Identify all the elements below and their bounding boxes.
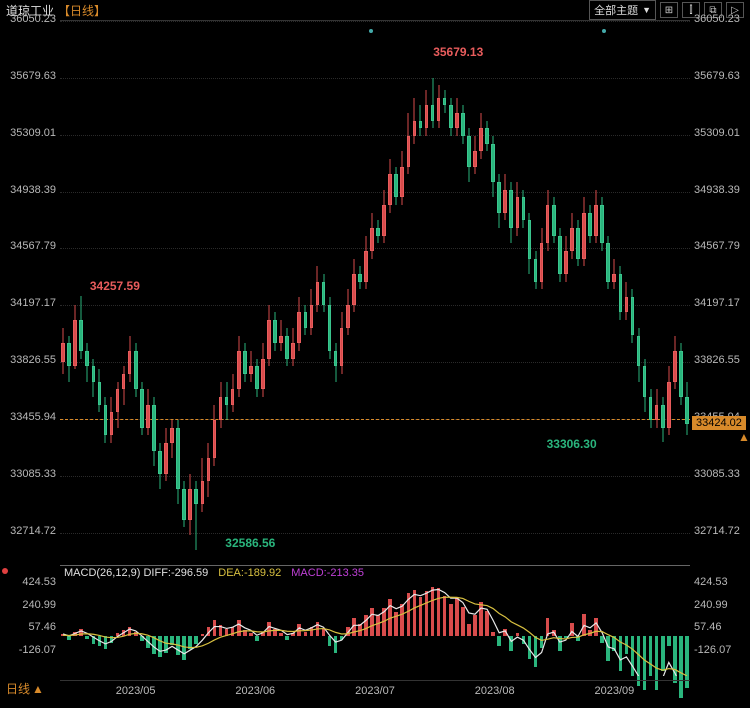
y-axis-right: 36050.2335679.6335309.0134938.3934567.79…	[690, 20, 750, 560]
chevron-down-icon: ▼	[642, 5, 651, 15]
y-tick-right: 36050.23	[694, 13, 740, 25]
y-tick-left: 34567.79	[10, 240, 56, 252]
y-tick-right: 34197.17	[694, 297, 740, 309]
price-annotation: 33306.30	[547, 437, 597, 451]
y-tick-right: 33826.55	[694, 354, 740, 366]
price-annotation: 35679.13	[433, 45, 483, 59]
x-tick: 2023/06	[235, 685, 275, 697]
y-tick-left: 32714.72	[10, 525, 56, 537]
macd-y-tick: 424.53	[22, 576, 56, 588]
y-axis-left: 36050.2335679.6335309.0134938.3934567.79…	[0, 20, 60, 560]
y-tick-left: 34197.17	[10, 297, 56, 309]
y-tick-left: 36050.23	[10, 13, 56, 25]
macd-y-tick: 240.99	[694, 599, 728, 611]
marker-dot-icon	[369, 29, 373, 33]
last-price-tag: 33424.02	[692, 416, 746, 430]
macd-y-tick: -126.07	[694, 644, 731, 656]
x-axis: 2023/05 2023/06 2023/07 2023/08 2023/09	[60, 680, 690, 704]
theme-dropdown-label: 全部主题	[594, 2, 638, 18]
macd-y-tick: -126.07	[19, 644, 56, 656]
header-bar: 道琼工业 【日线】 全部主题 ▼ ⊞ ⫿ ⧉ ▷	[0, 0, 750, 20]
footer-timeframe-label: 日线	[6, 680, 30, 697]
macd-panel[interactable]: MACD(26,12,9) DIFF:-296.59 DEA:-189.92 M…	[60, 565, 690, 675]
y-tick-right: 33085.33	[694, 468, 740, 480]
tool-button-1[interactable]: ⊞	[660, 2, 678, 18]
macd-y-tick: 57.46	[28, 621, 56, 633]
timeframe-label: 【日线】	[58, 2, 106, 19]
y-tick-left: 33826.55	[10, 354, 56, 366]
macd-y-tick: 424.53	[694, 576, 728, 588]
y-tick-right: 32714.72	[694, 525, 740, 537]
macd-lines	[60, 566, 690, 676]
y-tick-right: 34567.79	[694, 240, 740, 252]
y-tick-left: 33085.33	[10, 468, 56, 480]
up-arrow-icon: ▲	[32, 682, 44, 696]
indicator-dot-icon	[2, 568, 8, 574]
y-tick-right: 35679.63	[694, 70, 740, 82]
macd-y-axis-right: 424.53 240.99 57.46 -126.07	[690, 565, 750, 675]
y-tick-left: 34938.39	[10, 184, 56, 196]
marker-dot-icon	[602, 29, 606, 33]
theme-dropdown[interactable]: 全部主题 ▼	[589, 0, 656, 20]
macd-y-tick: 57.46	[694, 621, 722, 633]
chart-root: 道琼工业 【日线】 全部主题 ▼ ⊞ ⫿ ⧉ ▷ 36050.23 35679.6…	[0, 0, 750, 708]
candlestick-chart[interactable]: 33424.02▲34257.5935679.1332586.5633306.3…	[60, 20, 690, 560]
price-up-arrow-icon: ▲	[738, 430, 750, 444]
y-tick-right: 34938.39	[694, 184, 740, 196]
x-tick: 2023/08	[475, 685, 515, 697]
x-tick: 2023/05	[116, 685, 156, 697]
x-tick: 2023/09	[595, 685, 635, 697]
footer-timeframe[interactable]: 日线 ▲	[6, 680, 44, 697]
macd-y-tick: 240.99	[22, 599, 56, 611]
price-annotation: 34257.59	[90, 279, 140, 293]
y-tick-left: 33455.94	[10, 411, 56, 423]
y-tick-left: 35679.63	[10, 70, 56, 82]
x-tick: 2023/07	[355, 685, 395, 697]
macd-y-axis-left: 424.53 240.99 57.46 -126.07	[0, 565, 60, 675]
y-tick-left: 35309.01	[10, 127, 56, 139]
price-annotation: 32586.56	[225, 536, 275, 550]
y-tick-right: 35309.01	[694, 127, 740, 139]
